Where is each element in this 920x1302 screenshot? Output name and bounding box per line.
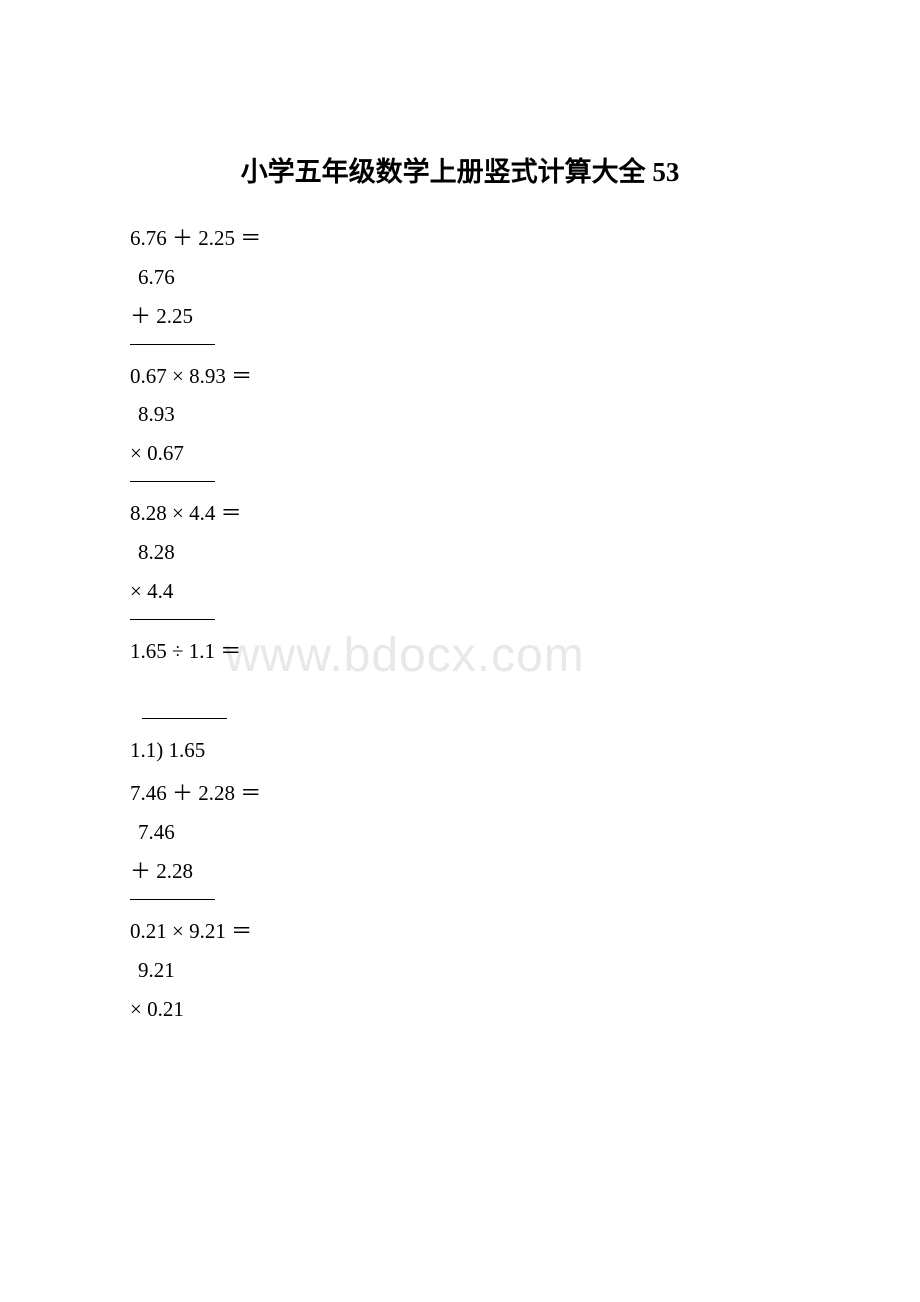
vertical-operand: ＋ 2.25: [130, 297, 790, 336]
math-problem: 7.46 ＋ 2.28 ＝ 7.46 ＋ 2.28: [130, 774, 790, 900]
equation-text: 1.65 ÷ 1.1 ＝: [130, 632, 790, 671]
vertical-operand: 6.76: [130, 258, 790, 297]
math-problem: 0.21 × 9.21 ＝ 9.21 × 0.21: [130, 912, 790, 1029]
spacer: [130, 670, 790, 710]
vertical-operand: ＋ 2.28: [130, 852, 790, 891]
calculation-divider: [130, 899, 215, 900]
calculation-divider: [142, 718, 227, 719]
equation-text: 7.46 ＋ 2.28 ＝: [130, 774, 790, 813]
math-problem: 8.28 × 4.4 ＝ 8.28 × 4.4: [130, 494, 790, 620]
vertical-operand: × 0.21: [130, 990, 790, 1029]
vertical-operand: 8.28: [130, 533, 790, 572]
vertical-operand: 9.21: [130, 951, 790, 990]
equation-text: 0.21 × 9.21 ＝: [130, 912, 790, 951]
document-title: 小学五年级数学上册竖式计算大全 53: [130, 150, 790, 189]
document-content: 小学五年级数学上册竖式计算大全 53 6.76 ＋ 2.25 ＝ 6.76 ＋ …: [130, 150, 790, 1028]
calculation-divider: [130, 481, 215, 482]
math-problem: 6.76 ＋ 2.25 ＝ 6.76 ＋ 2.25: [130, 219, 790, 345]
vertical-operand: × 4.4: [130, 572, 790, 611]
division-setup: 1.1) 1.65: [130, 731, 790, 770]
vertical-operand: 7.46: [130, 813, 790, 852]
vertical-operand: 8.93: [130, 395, 790, 434]
equation-text: 0.67 × 8.93 ＝: [130, 357, 790, 396]
math-problem: 0.67 × 8.93 ＝ 8.93 × 0.67: [130, 357, 790, 483]
math-problem: 1.65 ÷ 1.1 ＝ 1.1) 1.65: [130, 632, 790, 771]
vertical-operand: × 0.67: [130, 434, 790, 473]
equation-text: 8.28 × 4.4 ＝: [130, 494, 790, 533]
calculation-divider: [130, 619, 215, 620]
calculation-divider: [130, 344, 215, 345]
equation-text: 6.76 ＋ 2.25 ＝: [130, 219, 790, 258]
